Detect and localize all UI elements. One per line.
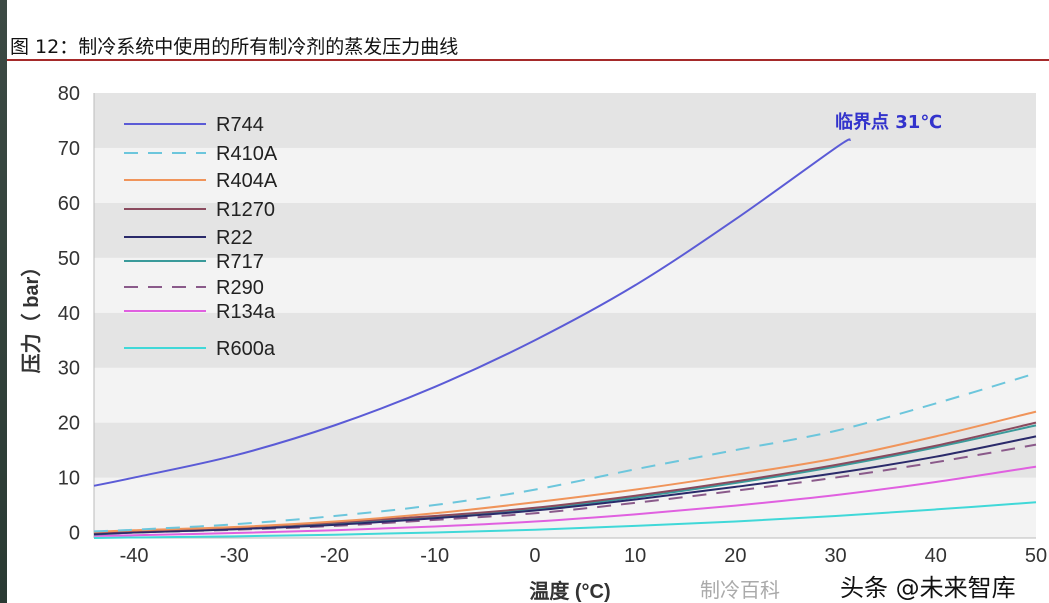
x-tick-label: 20	[724, 545, 746, 567]
y-tick-label: 40	[58, 303, 80, 325]
series-line-r600a	[93, 501, 1037, 539]
legend-label-r22: R22	[216, 227, 253, 249]
critical-point-annotation: 临界点 31℃	[835, 111, 942, 133]
x-tick-label: 50	[1025, 545, 1047, 567]
window-edge	[0, 0, 7, 603]
series-line-r404a	[93, 410, 1037, 533]
grid-band	[94, 257, 1036, 313]
grid-band	[94, 147, 1036, 203]
x-tick-label: 40	[925, 545, 947, 567]
legend-label-r290: R290	[216, 277, 264, 299]
watermark-secondary: 制冷百科	[700, 578, 780, 602]
x-axis-label: 温度 (°C)	[529, 579, 610, 603]
series-line-r744	[93, 138, 852, 487]
title-divider	[7, 59, 1049, 61]
y-tick-label: 30	[58, 358, 80, 380]
x-tick-label: -40	[120, 545, 149, 567]
series-line-r410a	[93, 372, 1037, 533]
y-tick-label: 70	[58, 138, 80, 160]
x-tick-label: 30	[824, 545, 846, 567]
grid-band	[94, 367, 1036, 423]
x-tick-label: 0	[529, 545, 540, 567]
y-tick-label: 80	[58, 83, 80, 105]
y-axis-label: 压力（ bar）	[20, 257, 43, 374]
legend-label-r404a: R404A	[216, 170, 278, 192]
legend-label-r1270: R1270	[216, 199, 275, 221]
watermark: 头条 @未来智库	[840, 574, 1016, 602]
legend-label-r410a: R410A	[216, 143, 278, 165]
x-tick-label: 10	[624, 545, 646, 567]
y-tick-label: 20	[58, 413, 80, 435]
y-tick-label: 0	[69, 523, 80, 545]
series-line-r134a	[93, 465, 1037, 537]
legend-label-r717: R717	[216, 251, 264, 273]
grid-band	[94, 312, 1036, 368]
grid-band	[94, 202, 1036, 258]
figure-title: 图 12：制冷系统中使用的所有制冷剂的蒸发压力曲线	[10, 36, 459, 58]
series-line-r22	[93, 435, 1037, 536]
x-tick-label: -30	[220, 545, 249, 567]
y-tick-label: 50	[58, 248, 80, 270]
y-tick-label: 10	[58, 468, 80, 490]
y-tick-label: 60	[58, 193, 80, 215]
x-tick-label: -10	[420, 545, 449, 567]
legend-label-r744: R744	[216, 114, 264, 136]
legend-label-r600a: R600a	[216, 338, 276, 360]
grid-band	[94, 93, 1036, 148]
legend-label-r134a: R134a	[216, 301, 276, 323]
x-tick-label: -20	[320, 545, 349, 567]
